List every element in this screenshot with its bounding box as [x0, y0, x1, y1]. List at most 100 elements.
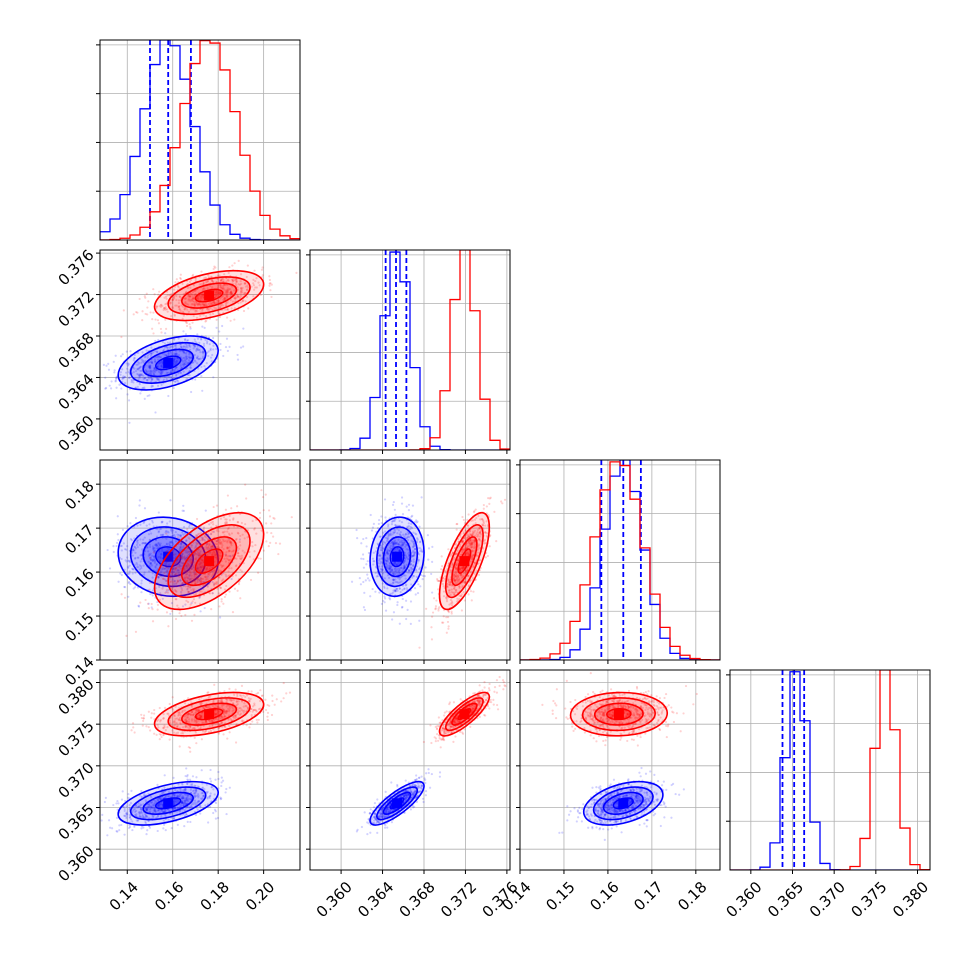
scatter-point: [152, 373, 156, 376]
scatter-point: [137, 802, 140, 805]
scatter-point: [153, 807, 156, 810]
scatter-point: [155, 369, 158, 372]
scatter-point: [239, 286, 243, 289]
scatter-point: [174, 344, 178, 347]
scatter-point: [134, 551, 137, 554]
scatter-point: [153, 555, 156, 559]
scatter-point: [457, 575, 460, 579]
scatter-point: [214, 810, 217, 813]
scatter-point: [151, 318, 154, 321]
scatter-point: [199, 579, 202, 582]
scatter-point: [154, 339, 157, 343]
scatter-point: [447, 581, 451, 584]
scatter-point: [148, 588, 151, 591]
scatter-point: [464, 547, 467, 550]
scatter-point: [228, 345, 231, 348]
scatter-point: [403, 566, 406, 569]
scatter-point: [398, 587, 401, 590]
scatter-point: [388, 534, 391, 537]
scatter-point: [194, 582, 197, 585]
scatter-point: [181, 546, 185, 549]
scatter-point: [460, 540, 464, 543]
scatter-point: [390, 523, 394, 526]
scatter-point: [139, 523, 142, 526]
scatter-point: [392, 543, 395, 546]
scatter-point: [243, 282, 246, 285]
scatter-point: [386, 556, 389, 560]
scatter-point: [210, 540, 214, 544]
scatter-point: [270, 283, 273, 286]
scatter-point: [243, 530, 247, 533]
scatter-point: [207, 573, 210, 576]
scatter-point: [185, 566, 189, 569]
scatter-point: [187, 590, 190, 593]
scatter-point: [226, 546, 229, 550]
scatter-point: [215, 540, 219, 543]
scatter-point: [188, 558, 191, 561]
scatter-point: [120, 593, 123, 596]
scatter-point: [178, 295, 181, 299]
scatter-point: [239, 346, 243, 349]
scatter-point: [235, 277, 238, 281]
scatter-point: [185, 339, 189, 342]
scatter-point: [210, 521, 213, 524]
scatter-point: [211, 279, 214, 283]
scatter-point: [192, 527, 195, 530]
scatter-point: [179, 273, 182, 276]
scatter-point: [470, 545, 473, 549]
scatter-point: [452, 587, 456, 590]
scatter-point: [183, 363, 186, 366]
scatter-point: [112, 545, 115, 548]
scatter-point: [222, 540, 225, 543]
scatter-point: [190, 568, 194, 571]
scatter-point: [388, 564, 391, 567]
scatter-point: [196, 567, 199, 571]
scatter-point: [395, 563, 398, 566]
scatter-point: [220, 286, 223, 289]
scatter-point: [392, 611, 396, 614]
scatter-point: [151, 519, 154, 522]
scatter-point: [218, 330, 221, 333]
scatter-point: [407, 503, 411, 506]
scatter-point: [160, 553, 163, 556]
scatter-point: [182, 795, 185, 798]
scatter-point: [214, 294, 217, 297]
scatter-point: [366, 560, 369, 563]
scatter-point: [225, 280, 228, 283]
scatter-point: [134, 813, 137, 817]
scatter-point: [153, 293, 156, 296]
scatter-point: [219, 342, 222, 346]
scatter-point: [212, 584, 216, 587]
scatter-point: [167, 352, 170, 355]
scatter-point: [232, 525, 236, 528]
scatter-point: [206, 584, 209, 587]
scatter-point: [381, 546, 384, 550]
scatter-point: [464, 552, 467, 555]
scatter-point: [380, 522, 383, 525]
scatter-point: [202, 302, 205, 305]
scatter-point: [212, 376, 215, 379]
scatter-point: [193, 579, 196, 582]
scatter-point: [152, 332, 155, 335]
scatter-point: [180, 801, 184, 804]
scatter-point: [145, 292, 148, 295]
scatter-point: [138, 374, 141, 378]
scatter-1-0-1: [120, 259, 298, 339]
scatter-point: [173, 816, 176, 819]
scatter-point: [190, 568, 193, 571]
scatter-point: [197, 577, 200, 581]
scatter-point: [177, 354, 181, 357]
scatter-point: [148, 394, 151, 397]
scatter-point: [120, 557, 123, 561]
scatter-point: [141, 351, 144, 354]
scatter-point: [202, 566, 205, 569]
scatter-point: [158, 560, 161, 563]
scatter-point: [158, 585, 161, 588]
scatter-point: [215, 567, 218, 570]
scatter-point: [434, 608, 437, 611]
scatter-point: [224, 553, 227, 556]
scatter-point: [183, 801, 187, 804]
scatter-point: [419, 585, 422, 588]
scatter-point: [174, 598, 177, 601]
scatter-point: [184, 333, 188, 336]
